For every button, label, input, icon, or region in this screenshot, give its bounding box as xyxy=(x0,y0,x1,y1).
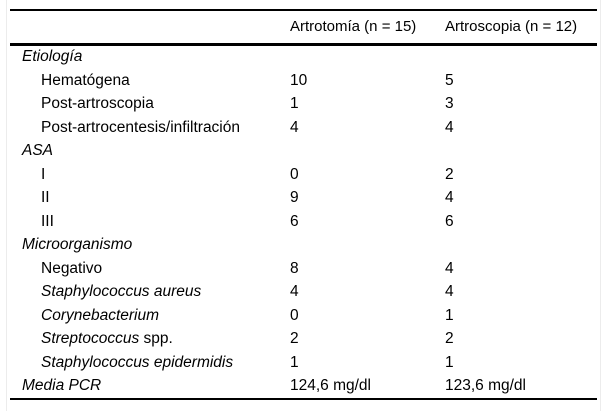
table-row: Media PCR 124,6 mg/dl 123,6 mg/dl xyxy=(10,375,597,399)
row-label: Streptococcus spp. xyxy=(10,330,290,348)
row-value-artroscopia: 3 xyxy=(445,95,454,113)
row-label: Staphylococcus epidermidis xyxy=(10,354,290,372)
table-row: Staphylococcus aureus 4 4 xyxy=(10,281,597,305)
row-value-artrotomia: 124,6 mg/dl xyxy=(290,377,371,395)
row-value-artrotomia: 6 xyxy=(290,212,299,230)
row-value-artroscopia: 2 xyxy=(445,165,454,183)
row-value-artroscopia: 4 xyxy=(445,118,454,136)
table-row: Negativo 8 4 xyxy=(10,257,597,281)
row-value-artrotomia: 8 xyxy=(290,259,299,277)
table-row: Microorganismo xyxy=(10,234,597,258)
table-row: Hematógena 10 5 xyxy=(10,69,597,93)
row-value-artroscopia: 1 xyxy=(445,353,454,371)
row-label: Corynebacterium xyxy=(10,307,290,325)
row-value-artrotomia: 1 xyxy=(290,353,299,371)
row-label-text: Microorganismo xyxy=(22,236,133,254)
row-label: Microorganismo xyxy=(10,236,290,254)
row-label: I xyxy=(10,166,290,184)
row-value-artroscopia: 4 xyxy=(445,283,454,301)
table-row: I 0 2 xyxy=(10,163,597,187)
row-value-artroscopia: 123,6 mg/dl xyxy=(445,377,526,395)
row-label: Post-artrocentesis/infiltración xyxy=(10,119,290,137)
row-label-text: Streptococcus xyxy=(41,330,140,348)
row-label-text: Hematógena xyxy=(41,71,130,89)
row-label-text: Staphylococcus epidermidis xyxy=(41,353,234,371)
table-header-rule xyxy=(10,42,597,46)
table-row: ASA xyxy=(10,140,597,164)
table-body: Etiología Hematógena 10 5 Post-artroscop… xyxy=(10,46,597,399)
table-row: Post-artrocentesis/infiltración 4 4 xyxy=(10,116,597,140)
row-label: II xyxy=(10,189,290,207)
row-label-text: Staphylococcus aureus xyxy=(41,283,202,301)
table-row: II 9 4 xyxy=(10,187,597,211)
table-row: Corynebacterium 0 1 xyxy=(10,304,597,328)
row-value-artrotomia: 10 xyxy=(290,71,308,89)
table-top-rule xyxy=(10,9,597,11)
row-value-artrotomia: 2 xyxy=(290,330,299,348)
row-label-text: III xyxy=(41,212,54,230)
table-row: Staphylococcus epidermidis 1 1 xyxy=(10,351,597,375)
row-label: ASA xyxy=(10,142,290,160)
row-value-artrotomia: 1 xyxy=(290,95,299,113)
row-label: Staphylococcus aureus xyxy=(10,283,290,301)
row-value-artrotomia: 9 xyxy=(290,189,299,207)
row-value-artroscopia: 4 xyxy=(445,259,454,277)
row-label-text: Etiología xyxy=(22,48,83,66)
row-label-text: Corynebacterium xyxy=(41,306,160,324)
comparison-table: Artrotomía (n = 15) Artroscopia (n = 12)… xyxy=(10,9,597,400)
row-value-artroscopia: 4 xyxy=(445,189,454,207)
table-row: Etiología xyxy=(10,46,597,70)
row-label: Hematógena xyxy=(10,72,290,90)
row-value-artroscopia: 1 xyxy=(445,306,454,324)
row-label-text: Post-artrocentesis/infiltración xyxy=(41,118,240,136)
row-label: Negativo xyxy=(10,260,290,278)
row-label-text: Negativo xyxy=(41,259,103,277)
row-label-suffix: spp. xyxy=(139,330,173,348)
table-row: Post-artroscopia 1 3 xyxy=(10,93,597,117)
table-bottom-rule xyxy=(10,398,597,400)
table-row: III 6 6 xyxy=(10,210,597,234)
row-label: Media PCR xyxy=(10,377,290,395)
row-label-text: II xyxy=(41,189,50,207)
row-value-artrotomia: 4 xyxy=(290,118,299,136)
header-col-artrotomia: Artrotomía (n = 15) xyxy=(290,18,417,35)
row-label: Etiología xyxy=(10,48,290,66)
row-value-artroscopia: 5 xyxy=(445,71,454,89)
row-label-text: I xyxy=(41,165,46,183)
table-header-row: Artrotomía (n = 15) Artroscopia (n = 12) xyxy=(10,11,597,43)
row-value-artroscopia: 2 xyxy=(445,330,454,348)
row-label-text: Post-artroscopia xyxy=(41,95,154,113)
row-label: Post-artroscopia xyxy=(10,95,290,113)
header-col-artroscopia: Artroscopia (n = 12) xyxy=(445,18,578,35)
row-label: III xyxy=(10,213,290,231)
row-value-artrotomia: 0 xyxy=(290,306,299,324)
row-value-artrotomia: 0 xyxy=(290,165,299,183)
row-value-artroscopia: 6 xyxy=(445,212,454,230)
table-row: Streptococcus spp. 2 2 xyxy=(10,328,597,352)
row-label-text: ASA xyxy=(22,142,54,160)
row-label-text: Media PCR xyxy=(22,377,102,395)
row-value-artrotomia: 4 xyxy=(290,283,299,301)
